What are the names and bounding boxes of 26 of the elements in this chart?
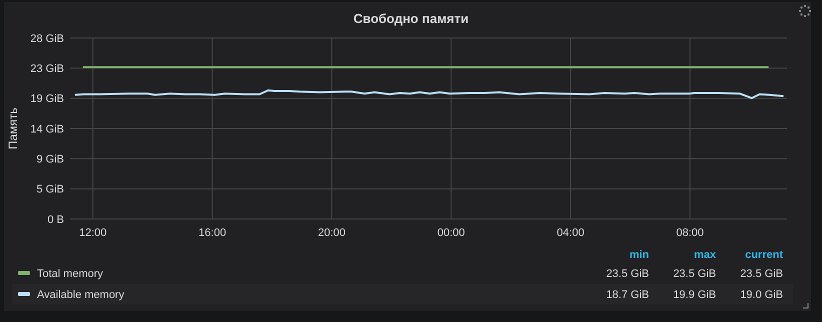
y-tick-label: 0 B bbox=[47, 214, 64, 226]
text: min bbox=[629, 249, 650, 261]
x-tick-label: 12:00 bbox=[79, 227, 107, 239]
text: 23.5 GiB bbox=[606, 268, 649, 280]
text: 23.5 GiB bbox=[673, 268, 716, 280]
x-tick-label: 20:00 bbox=[318, 227, 346, 239]
y-tick-label: 28 GiB bbox=[30, 32, 64, 45]
x-tick-label: 04:00 bbox=[556, 227, 584, 239]
text: 19.0 GiB bbox=[740, 288, 783, 301]
y-axis-title: Память bbox=[6, 108, 20, 150]
legend-label: Available memory bbox=[37, 288, 125, 301]
y-tick-label: 9 GiB bbox=[36, 154, 64, 166]
y-tick-label: 23 GiB bbox=[30, 63, 64, 76]
text: max bbox=[694, 249, 717, 261]
y-tick-label: 19 GiB bbox=[30, 93, 64, 106]
chart-title: Свободно памяти bbox=[353, 11, 469, 26]
text: 23.5 GiB bbox=[740, 268, 783, 280]
x-tick-label: 08:00 bbox=[676, 227, 704, 239]
y-tick-label: 5 GiB bbox=[36, 184, 64, 196]
y-tick-label: 14 GiB bbox=[30, 123, 64, 136]
text: 18.7 GiB bbox=[606, 288, 649, 301]
x-tick-label: 16:00 bbox=[198, 227, 226, 239]
x-tick-label: 00:00 bbox=[437, 227, 465, 239]
text: current bbox=[745, 249, 784, 261]
text: 19.9 GiB bbox=[673, 288, 716, 301]
legend-label: Total memory bbox=[37, 268, 104, 280]
